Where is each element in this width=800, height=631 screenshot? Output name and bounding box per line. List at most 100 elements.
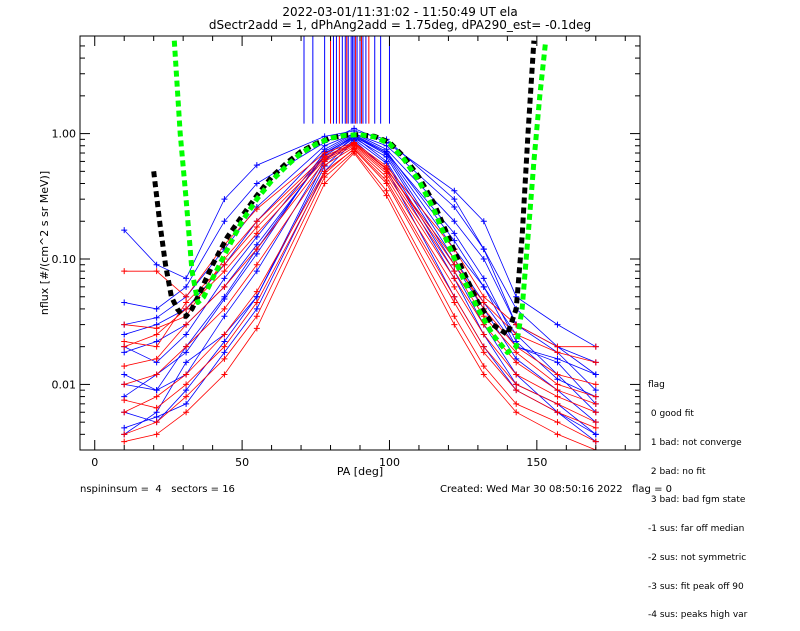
red-data-point xyxy=(221,283,228,290)
red-data-point xyxy=(513,381,520,388)
red-data-point xyxy=(183,293,190,300)
red-data-point xyxy=(121,438,128,445)
blue-data-point xyxy=(183,400,190,407)
blue-data-point xyxy=(451,230,458,237)
red-data-point xyxy=(451,261,458,268)
red-data-point xyxy=(253,246,260,253)
red-data-point xyxy=(221,268,228,275)
red-data-point xyxy=(121,381,128,388)
red-data-point xyxy=(383,177,390,184)
red-data-point xyxy=(592,400,599,407)
x-tick-label: 100 xyxy=(379,456,400,469)
red-data-point xyxy=(253,313,260,320)
red-data-point xyxy=(153,355,160,362)
red-data-point xyxy=(253,261,260,268)
chart: 2022-03-01/11:31:02 - 11:50:49 UT ela dS… xyxy=(38,5,641,478)
blue-data-point xyxy=(480,218,487,225)
blue-data-point xyxy=(592,371,599,378)
black-fit-curve xyxy=(151,40,537,337)
blue-data-point xyxy=(121,349,128,356)
red-data-point xyxy=(383,170,390,177)
red-data-point xyxy=(554,400,561,407)
red-data-point xyxy=(121,431,128,438)
legend-item: -3 sus: fit peak off 90 xyxy=(648,581,744,592)
red-data-point xyxy=(153,371,160,378)
red-data-point xyxy=(183,371,190,378)
blue-data-point xyxy=(480,256,487,263)
red-data-point xyxy=(451,268,458,275)
red-data-point xyxy=(221,355,228,362)
red-data-point xyxy=(513,387,520,394)
red-data-point xyxy=(554,371,561,378)
red-data-point xyxy=(153,419,160,426)
blue-data-point xyxy=(221,218,228,225)
red-data-point xyxy=(480,331,487,338)
red-data-point xyxy=(554,409,561,416)
blue-data-point xyxy=(153,338,160,345)
blue-data-point xyxy=(153,387,160,394)
blue-data-point xyxy=(480,275,487,282)
x-axis-label: PA [deg] xyxy=(337,465,383,478)
blue-data-point xyxy=(153,314,160,321)
red-data-point xyxy=(554,343,561,350)
red-data-point xyxy=(451,283,458,290)
red-data-point xyxy=(183,381,190,388)
blue-data-point xyxy=(153,261,160,268)
blue-data-point xyxy=(253,268,260,275)
red-data-point xyxy=(253,299,260,306)
blue-data-point xyxy=(121,424,128,431)
red-data-point xyxy=(321,180,328,187)
blue-data-point xyxy=(253,162,260,169)
red-data-point xyxy=(480,343,487,350)
blue-data-point xyxy=(183,349,190,356)
x-tick-label: 150 xyxy=(526,456,547,469)
legend-item: -4 sus: peaks high var xyxy=(648,610,748,621)
red-data-point xyxy=(592,359,599,366)
blue-data-point xyxy=(253,305,260,312)
red-data-point xyxy=(513,349,520,356)
blue-data-point xyxy=(183,331,190,338)
blue-data-point xyxy=(183,359,190,366)
red-data-point xyxy=(554,393,561,400)
red-data-point xyxy=(351,150,358,157)
blue-data-point xyxy=(121,299,128,306)
red-data-point xyxy=(451,275,458,282)
y-axis-label: nflux [#/(cm^2 s sr MeV)] xyxy=(38,171,51,315)
red-data-point xyxy=(554,349,561,356)
blue-data-point xyxy=(451,203,458,210)
plot-area xyxy=(121,36,599,450)
red-data-point xyxy=(153,343,160,350)
red-data-point xyxy=(321,154,328,161)
legend-item: 1 bad: not converge xyxy=(648,437,742,448)
red-data-point xyxy=(480,363,487,370)
x-tick-label: 0 xyxy=(91,456,98,469)
red-data-point xyxy=(121,321,128,328)
red-data-point xyxy=(153,331,160,338)
red-data-point xyxy=(121,343,128,350)
red-data-point xyxy=(513,400,520,407)
red-data-point xyxy=(383,165,390,172)
flag-legend: flag 0 good fit 1 bad: not converge 2 ba… xyxy=(648,362,747,631)
red-data-point xyxy=(153,404,160,411)
blue-data-point xyxy=(221,275,228,282)
footer-left: nspininsum = 4 sectors = 16 xyxy=(80,484,235,495)
x-tick-label: 50 xyxy=(235,456,249,469)
red-data-point xyxy=(592,419,599,426)
blue-data-point xyxy=(451,196,458,203)
red-data-point xyxy=(451,299,458,306)
legend-item: -2 sus: not symmetric xyxy=(648,552,747,563)
blue-data-point xyxy=(153,413,160,420)
red-data-point xyxy=(153,325,160,332)
red-data-point xyxy=(513,371,520,378)
blue-data-point xyxy=(592,387,599,394)
red-data-point xyxy=(183,299,190,306)
red-data-point xyxy=(253,230,260,237)
blue-data-point xyxy=(480,283,487,290)
red-data-point xyxy=(592,409,599,416)
blue-data-point xyxy=(183,387,190,394)
legend-item: 0 good fit xyxy=(648,408,694,419)
blue-data-point xyxy=(121,227,128,234)
blue-data-point xyxy=(221,349,228,356)
red-data-point xyxy=(121,363,128,370)
blue-data-point xyxy=(351,125,358,132)
